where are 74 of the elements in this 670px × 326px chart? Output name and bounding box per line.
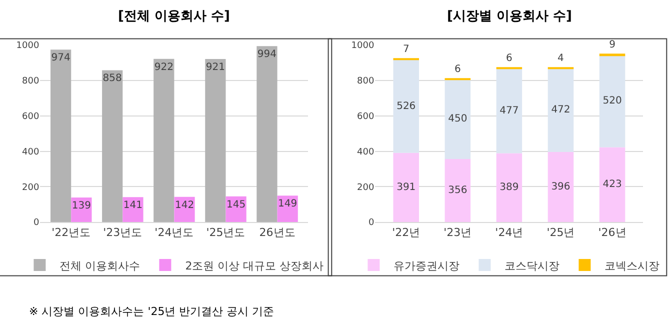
data-label: 974: [51, 52, 70, 64]
y-tick-label: 600: [357, 112, 374, 122]
bar: [393, 60, 420, 153]
data-label: 141: [123, 200, 143, 212]
x-tick-label: '26년: [598, 226, 626, 240]
bar: [226, 196, 246, 222]
y-tick-label: 800: [357, 76, 374, 87]
chart-title: [전체 이용회사 수]: [118, 9, 230, 24]
bar: [205, 59, 226, 222]
bar: [444, 159, 471, 222]
bar: [154, 58, 174, 222]
data-label: 391: [396, 182, 416, 193]
x-tick-label: '25년도: [206, 226, 246, 240]
bar: [444, 79, 471, 160]
x-tick-label: '24년: [495, 226, 524, 240]
bar: [496, 153, 522, 222]
y-tick-label: 0: [33, 218, 40, 228]
bar: [599, 147, 626, 222]
data-label: 356: [448, 185, 468, 196]
data-label: 472: [551, 104, 570, 116]
legend-label: 코스닥시장: [504, 259, 560, 272]
data-label: 994: [257, 49, 277, 60]
bar: [122, 197, 144, 222]
data-label: 4: [558, 53, 564, 64]
y-tick-label: 200: [22, 182, 40, 193]
bar: [599, 55, 626, 148]
data-label: 526: [396, 100, 416, 112]
x-tick-label: '22년도: [52, 226, 91, 240]
data-label: 149: [278, 198, 298, 210]
data-label: 396: [551, 182, 570, 192]
data-label: 423: [602, 179, 622, 190]
bar: [50, 50, 72, 222]
data-label: 520: [602, 96, 622, 107]
legend-label: 전체 이용회사수: [60, 259, 140, 272]
bar: [256, 46, 278, 222]
x-tick-label: '22년: [392, 226, 420, 240]
x-tick-label: '25년: [546, 226, 575, 240]
data-label: 145: [226, 199, 246, 210]
data-label: 921: [206, 62, 225, 74]
data-label: 450: [448, 114, 468, 125]
y-tick-label: 200: [357, 182, 374, 193]
data-label: 858: [102, 73, 122, 84]
chart-title: [시장별 이용회사 수]: [447, 9, 572, 24]
y-tick-label: 800: [22, 76, 40, 87]
data-label: 477: [500, 105, 519, 116]
data-label: 389: [500, 182, 519, 194]
bar: [548, 68, 574, 152]
y-tick-label: 1000: [16, 41, 40, 52]
text: ※ 시장별 이용회사수는 '25년 반기결산 공시 기준: [29, 305, 274, 318]
data-label: 6: [454, 64, 461, 76]
y-tick-label: 400: [357, 147, 374, 158]
legend-label: 유가증권시장: [394, 259, 460, 272]
data-label: 7: [402, 44, 410, 56]
bar: [548, 152, 574, 222]
legend-label: 코넥스시장: [604, 259, 660, 272]
y-tick-label: 0: [368, 218, 374, 228]
x-tick-label: '23년: [444, 226, 472, 240]
data-label: 922: [154, 62, 174, 73]
legend-label: 2조원 이상 대규모 상장회사: [185, 259, 324, 272]
data-label: 139: [72, 200, 91, 212]
y-tick-label: 1000: [351, 41, 374, 52]
data-label: 6: [506, 53, 512, 64]
bar: [599, 54, 626, 56]
bar: [102, 70, 123, 222]
bar: [393, 152, 420, 222]
y-tick-label: 400: [22, 147, 40, 158]
bar: [496, 68, 522, 154]
x-tick-label: '23년도: [103, 226, 142, 240]
data-label: 9: [609, 40, 616, 51]
bar: [174, 196, 195, 222]
x-tick-label: 26년도: [259, 226, 296, 240]
y-tick-label: 600: [22, 112, 40, 122]
x-tick-label: '24년도: [154, 226, 194, 240]
data-label: 142: [174, 200, 194, 211]
